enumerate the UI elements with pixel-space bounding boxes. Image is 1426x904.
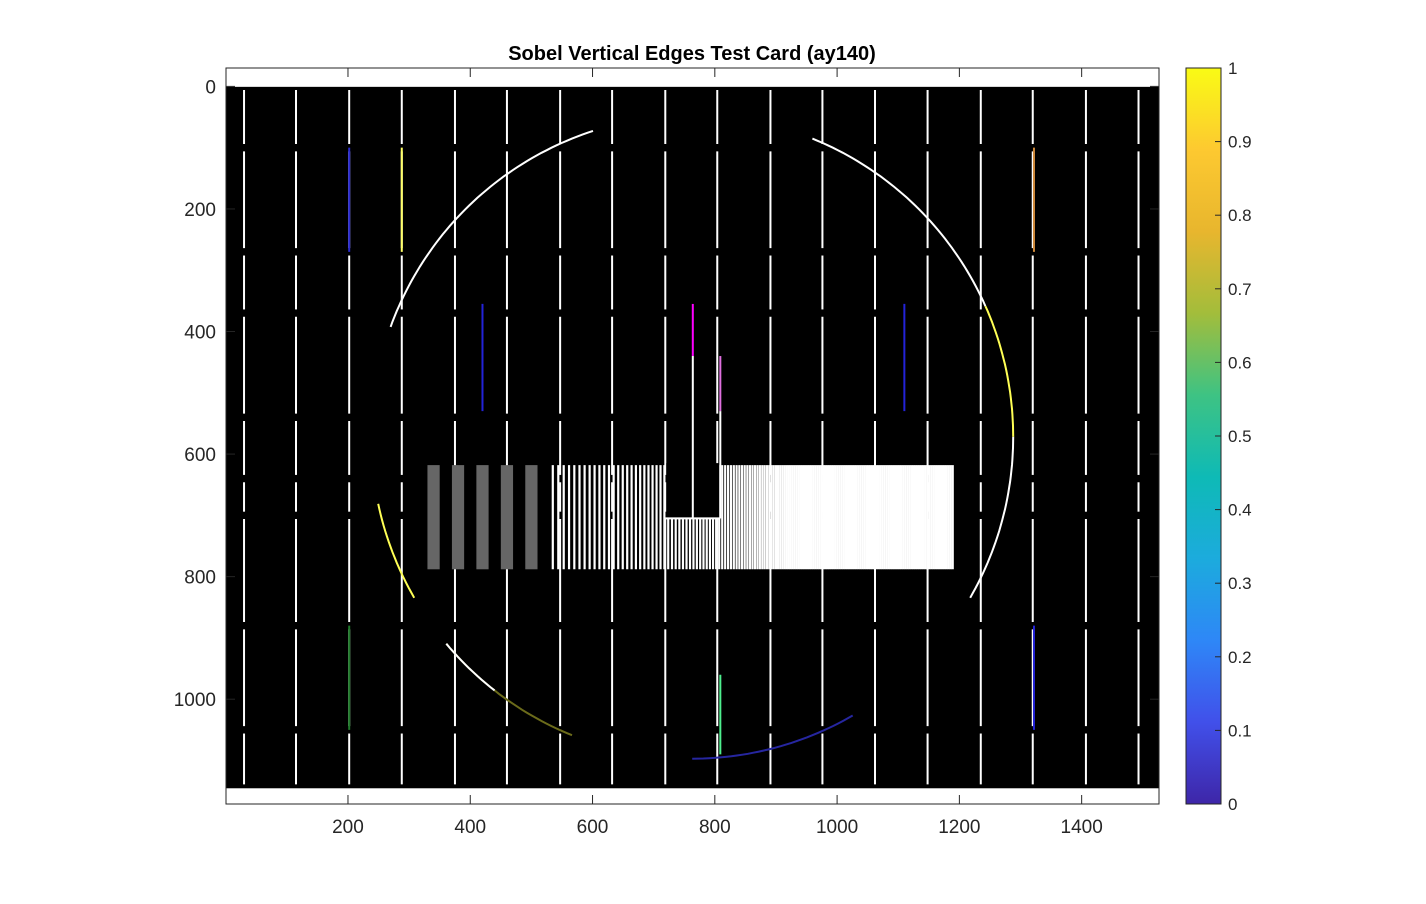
x-tick-label: 1000 xyxy=(816,817,858,838)
coarse-bar xyxy=(525,465,538,570)
colorbar-tick-label: 0.2 xyxy=(1228,648,1252,667)
coarse-bar xyxy=(427,465,440,570)
colorbar-tick-label: 0 xyxy=(1228,795,1237,814)
y-tick-label: 0 xyxy=(205,77,216,98)
x-tick-label: 1400 xyxy=(1061,817,1103,838)
y-tick-label: 800 xyxy=(184,568,216,589)
coarse-bar xyxy=(476,465,489,570)
circle-edge-arc xyxy=(692,714,854,760)
colorbar: 0 0.1 0.2 0.3 0.4 0.5 0.6 0.7 0.8 0.9 1 xyxy=(1185,59,1252,814)
chart-title: Sobel Vertical Edges Test Card (ay140) xyxy=(508,43,876,65)
y-tick-label: 600 xyxy=(184,445,216,466)
x-tick-label: 600 xyxy=(577,817,609,838)
circle-edge-arc xyxy=(445,643,496,692)
circle-edge-arc xyxy=(969,436,1015,599)
circle-edge-arc xyxy=(377,503,416,599)
y-tick-label: 200 xyxy=(184,200,216,221)
coarse-bar xyxy=(451,465,465,570)
x-tick-label: 200 xyxy=(332,817,364,838)
axes-frame xyxy=(225,67,1160,805)
colorbar-tick-label: 0.4 xyxy=(1228,501,1252,520)
colorbar-tick-label: 0.8 xyxy=(1228,206,1252,225)
colorbar-tick-label: 1 xyxy=(1228,59,1237,78)
circle-edge-arc xyxy=(812,137,987,307)
y-tick-label: 1000 xyxy=(174,690,216,711)
image-axes: 200 400 600 800 1000 1200 1400 0 200 400 600 800 100… xyxy=(174,67,1160,838)
coarse-bar xyxy=(500,465,514,570)
colorbar-tick-label: 0.7 xyxy=(1228,280,1252,299)
colorbar-tick-label: 0.6 xyxy=(1228,353,1252,372)
colorbar-tick-label: 0.5 xyxy=(1228,427,1252,446)
edge-image xyxy=(226,86,1159,789)
x-tick-label: 1200 xyxy=(938,817,980,838)
colorbar-tick-label: 0.3 xyxy=(1228,574,1252,593)
colorbar-tick-label: 0.9 xyxy=(1228,133,1252,152)
x-tick-label: 800 xyxy=(699,817,731,838)
circle-edge-arc xyxy=(389,129,594,328)
x-tick-label: 400 xyxy=(454,817,486,838)
y-tick-label: 400 xyxy=(184,323,216,344)
circle-edge-arc xyxy=(984,305,1015,437)
colorbar-tick-label: 0.1 xyxy=(1228,721,1252,740)
